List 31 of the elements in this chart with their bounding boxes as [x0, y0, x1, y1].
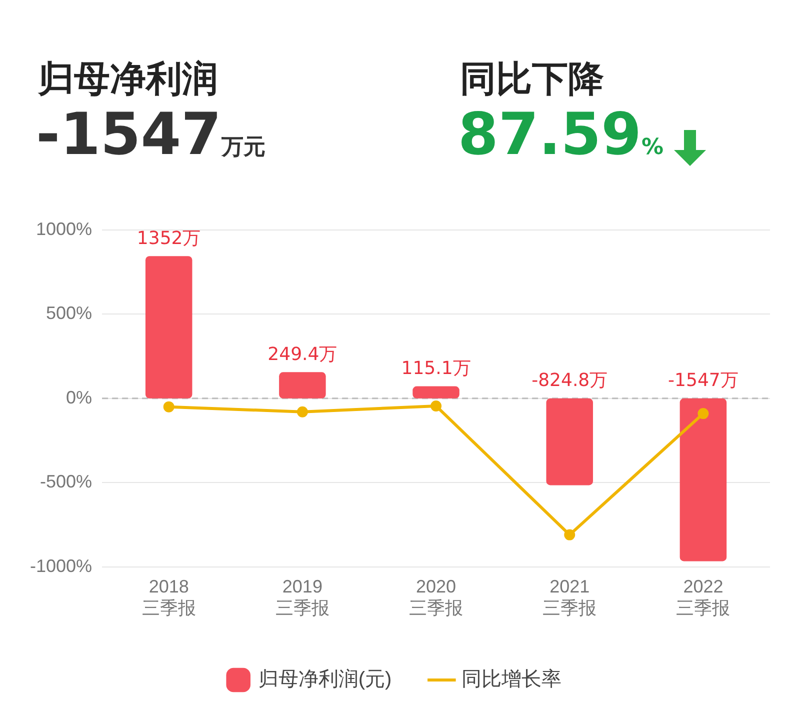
bar — [145, 256, 192, 398]
data-label: 115.1万 — [401, 358, 471, 379]
data-label: -1547万 — [668, 370, 738, 392]
text: 87.59% — [458, 100, 664, 168]
legend-label: 同比增长率 — [462, 668, 562, 691]
y-tick-label: 500% — [46, 303, 92, 324]
x-tick-label: 2020 三季报 — [409, 576, 464, 618]
text: 归母净利润 — [38, 58, 218, 102]
y-tick-label: 1000% — [36, 218, 92, 239]
bar — [412, 386, 460, 398]
x-tick-label: 2022 三季报 — [676, 576, 730, 618]
y-tick-label: -500% — [40, 472, 92, 492]
y-tick-label: -1000% — [30, 556, 92, 576]
point — [698, 408, 709, 420]
point — [430, 400, 442, 412]
data-label: 249.4万 — [268, 344, 338, 365]
bar — [680, 398, 727, 562]
text: -1547万元 — [36, 100, 266, 168]
x-tick-label: 2019 三季报 — [275, 576, 330, 618]
data-label: 1352万 — [136, 228, 201, 249]
y-tick-label: 0% — [66, 387, 92, 408]
text: 同比下降 — [460, 58, 604, 102]
point — [564, 529, 576, 540]
x-tick-label: 2021 三季报 — [542, 576, 597, 618]
point — [296, 406, 308, 418]
x-tick-label: 2018 三季报 — [142, 576, 196, 618]
point — [163, 401, 174, 412]
bar — [546, 398, 593, 486]
legend-label: 归母净利润(元) — [258, 668, 392, 691]
bar — [279, 372, 326, 398]
data-label: -824.8万 — [532, 370, 608, 392]
